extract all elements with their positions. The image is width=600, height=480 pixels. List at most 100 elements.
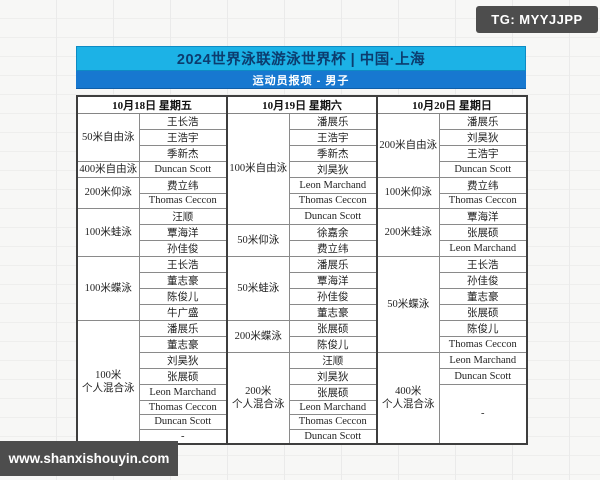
swimmer-cell: 董志豪 (438, 287, 528, 305)
swimmer-cell: 孙佳俊 (288, 287, 378, 305)
swimmer-cell: 汪顺 (288, 351, 378, 369)
table-row: 100米蛙泳 汪顺 Duncan Scott 200米蛙泳 覃海洋 (76, 207, 528, 257)
swimmer-cell: Thomas Ceccon (288, 193, 378, 209)
event-cell: 400米自由泳 (76, 161, 140, 178)
swimmer-cell: 刘昊狄 (138, 351, 228, 369)
event-cell: 200米仰泳 (76, 177, 140, 209)
day-header: 10月18日 星期五 (76, 95, 228, 114)
entry-sheet: 2024世界泳联游泳世界杯 | 中国·上海 运动员报项 - 男子 10月18日 … (76, 46, 528, 446)
table-row: Thomas Ceccon Thomas Ceccon Thomas Ceccon (77, 193, 528, 209)
swimmer-cell: 刘昊狄 (438, 129, 528, 146)
swimmer-cell: Thomas Ceccon (438, 335, 528, 353)
table-row: 200米仰泳 费立纬 Leon Marchand 100米仰泳 费立纬 (76, 177, 528, 209)
table-row: Leon Marchand 张展硕 - (77, 383, 528, 445)
event-cell: 100米 个人混合泳 (76, 319, 140, 445)
event-cell: 200米蝶泳 (226, 319, 290, 353)
event-title: 2024世界泳联游泳世界杯 | 中国·上海 (176, 52, 426, 68)
day-header: 10月20日 星期日 (376, 95, 528, 114)
swimmer-cell: 董志豪 (138, 271, 228, 289)
swimmer-cell: Leon Marchand (438, 351, 528, 369)
event-cell: 100米自由泳 (226, 113, 290, 225)
swimmer-cell: 潘展乐 (138, 319, 228, 337)
swimmer-cell: 张展硕 (288, 383, 378, 401)
swimmer-cell: - (138, 428, 228, 445)
swimmer-cell: 王浩宇 (288, 129, 378, 146)
table-row: 董志豪 覃海洋 孙佳俊 (77, 271, 528, 289)
event-cell: 50米自由泳 (76, 113, 140, 162)
swimmer-cell: Duncan Scott (438, 367, 528, 385)
event-cell: 100米蝶泳 (76, 255, 140, 321)
swimmer-cell: Leon Marchand (438, 239, 528, 257)
swimmer-cell: Thomas Ceccon (288, 414, 378, 430)
event-cell: 50米蛙泳 (226, 255, 290, 321)
table-row: Thomas Ceccon Leon Marchand (77, 399, 527, 416)
website-watermark-text: www.shanxishouyin.com (8, 451, 170, 466)
swimmer-cell: Duncan Scott (138, 414, 228, 430)
swimmer-cell: 潘展乐 (288, 113, 378, 130)
swimmer-cell: Leon Marchand (288, 399, 378, 416)
swimmer-cell: 孙佳俊 (438, 271, 528, 289)
swimmer-cell: 张展硕 (438, 303, 528, 321)
swimmer-cell: 牛广盛 (138, 303, 228, 321)
swimmer-cell: 覃海洋 (438, 207, 528, 225)
table-row: 100米 个人混合泳 潘展乐 200米蝶泳 张展硕 陈俊儿 (76, 319, 528, 445)
table-row: 张展硕 刘昊狄 Duncan Scott (77, 367, 528, 385)
swimmer-cell: 潘展乐 (438, 113, 528, 130)
table-row: 牛广盛 董志豪 张展硕 (77, 303, 528, 321)
swimmer-cell: 董志豪 (288, 303, 378, 321)
swimmer-cell: 刘昊狄 (288, 367, 378, 385)
event-cell: 50米蝶泳 (376, 255, 440, 353)
event-cell: 50米仰泳 (226, 223, 290, 257)
swimmer-cell: 覃海洋 (288, 271, 378, 289)
swimmer-cell: Duncan Scott (138, 161, 228, 178)
table-row: Duncan Scott Thomas Ceccon (77, 414, 527, 430)
swimmer-cell: Duncan Scott (438, 161, 528, 178)
event-subtitle-bar: 运动员报项 - 男子 (76, 71, 526, 89)
swimmer-cell: 徐嘉余 (288, 223, 378, 241)
event-cell: 100米蛙泳 (76, 207, 140, 257)
table-row: 王浩宇 王浩宇 刘昊狄 (77, 129, 528, 146)
swimmer-cell: 陈俊儿 (438, 319, 528, 337)
swimmer-cell: Thomas Ceccon (138, 193, 228, 209)
swimmer-cell: 季新杰 (288, 145, 378, 162)
swimmer-cell: 汪顺 (138, 207, 228, 225)
table-row: 400米自由泳 Duncan Scott 刘昊狄 Duncan Scott (76, 161, 528, 178)
event-subtitle: 运动员报项 - 男子 (252, 74, 350, 87)
swimmer-cell: 王浩宇 (138, 129, 228, 146)
event-title-bar: 2024世界泳联游泳世界杯 | 中国·上海 (76, 46, 526, 71)
table-row: 陈俊儿 孙佳俊 董志豪 (77, 287, 528, 305)
table-row: 100米蝶泳 王长浩 50米蛙泳 潘展乐 50米蝶泳 王长浩 (76, 255, 528, 353)
swimmer-cell: 覃海洋 (138, 223, 228, 241)
swimmer-cell: 潘展乐 (288, 255, 378, 273)
swimmer-cell: 费立纬 (288, 239, 378, 257)
swimmer-cell: 王浩宇 (438, 145, 528, 162)
table-body: 50米自由泳 王长浩 100米自由泳 潘展乐 200米自由泳 潘展乐 王浩宇 王浩宇 刘昊狄 季新… (76, 113, 528, 445)
swimmer-cell: 张展硕 (438, 223, 528, 241)
day-header: 10月19日 星期六 (226, 95, 378, 114)
swimmer-cell: Leon Marchand (138, 383, 228, 401)
event-cell: 400米 个人混合泳 (376, 351, 440, 445)
swimmer-cell: 张展硕 (138, 367, 228, 385)
swimmer-cell: Duncan Scott (288, 428, 378, 445)
swimmer-cell: 季新杰 (138, 145, 228, 162)
table-row: 50米自由泳 王长浩 100米自由泳 潘展乐 200米自由泳 潘展乐 (76, 113, 528, 225)
swimmer-cell: Duncan Scott (288, 207, 378, 225)
telegram-badge-text: TG: MYYJJPP (491, 12, 583, 27)
swimmer-cell: 孙佳俊 (138, 239, 228, 257)
swimmer-cell: 张展硕 (288, 319, 378, 337)
table-row: 覃海洋 50米仰泳 徐嘉余 张展硕 (77, 223, 528, 257)
swimmer-cell: 费立纬 (138, 177, 228, 194)
swimmer-cell: Thomas Ceccon (438, 193, 528, 209)
swimmer-cell: 王长浩 (138, 113, 228, 130)
swimmer-cell: 王长浩 (438, 255, 528, 273)
swimmer-cell: Thomas Ceccon (138, 399, 228, 416)
event-cell: 100米仰泳 (376, 177, 440, 209)
event-cell: 200米自由泳 (376, 113, 440, 178)
website-watermark: www.shanxishouyin.com (0, 441, 178, 476)
swimmer-cell: 费立纬 (438, 177, 528, 194)
swimmer-cell: 王长浩 (138, 255, 228, 273)
table-head: 10月18日 星期五 10月19日 星期六 10月20日 星期日 (76, 95, 528, 114)
swimmer-cell: 陈俊儿 (138, 287, 228, 305)
telegram-badge: TG: MYYJJPP (476, 6, 598, 33)
